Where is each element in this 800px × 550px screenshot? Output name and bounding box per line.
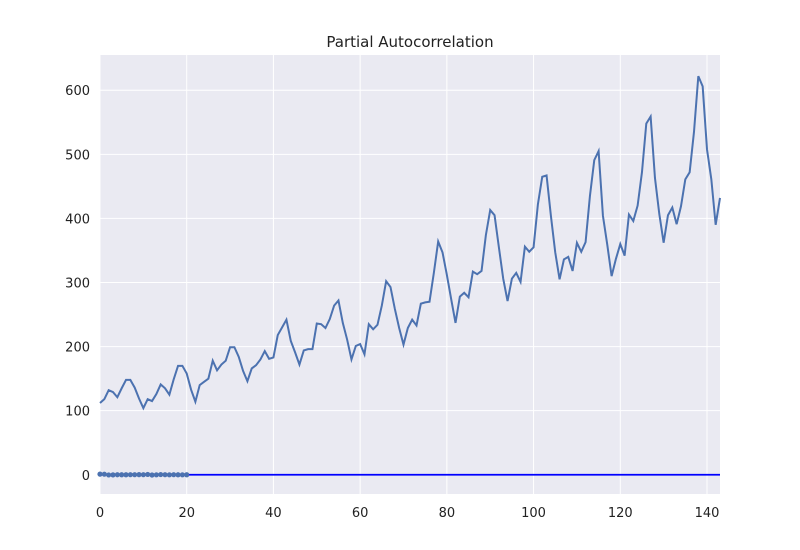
pacf-point [114,472,120,478]
pacf-point [136,472,142,478]
pacf-point [162,472,168,478]
x-tick-label: 120 [608,506,633,521]
pacf-point [153,472,159,478]
pacf-point [123,472,129,478]
y-tick-label: 0 [82,469,90,484]
x-tick-label: 40 [265,506,282,521]
pacf-point [149,472,155,478]
pacf-point [179,472,185,478]
x-tick-label: 0 [96,506,104,521]
x-tick-labels: 0 20 40 60 80 100 120 140 [96,506,720,521]
y-tick-label: 400 [65,212,90,227]
series-line [99,75,721,411]
chart-title: Partial Autocorrelation [326,33,493,51]
pacf-point [119,472,125,478]
pacf-point [171,472,177,478]
pacf-point [158,471,164,478]
x-tick-label: 80 [439,506,456,521]
pacf-point [110,472,116,478]
plot-background [100,55,720,494]
y-tick-label: 100 [65,405,90,420]
pacf-point [101,471,107,477]
pacf-markers [97,471,190,478]
pacf-point [175,472,181,478]
y-tick-label: 200 [65,341,90,356]
x-tick-label: 60 [352,506,369,521]
y-tick-label: 300 [65,277,90,292]
x-tick-label: 20 [178,506,195,521]
pacf-point [145,471,151,478]
x-tick-label: 100 [521,506,546,521]
x-tick-label: 140 [695,506,720,521]
pacf-point [127,472,133,478]
y-tick-label: 600 [65,84,90,99]
y-tick-labels: 0 100 200 300 400 500 600 [65,84,90,484]
pacf-point [106,472,112,478]
pacf-point [184,472,190,478]
y-tick-label: 500 [65,148,90,163]
pacf-point [140,472,146,478]
pacf-point [132,472,138,478]
pacf-point [97,471,103,477]
pacf-point [166,472,172,478]
